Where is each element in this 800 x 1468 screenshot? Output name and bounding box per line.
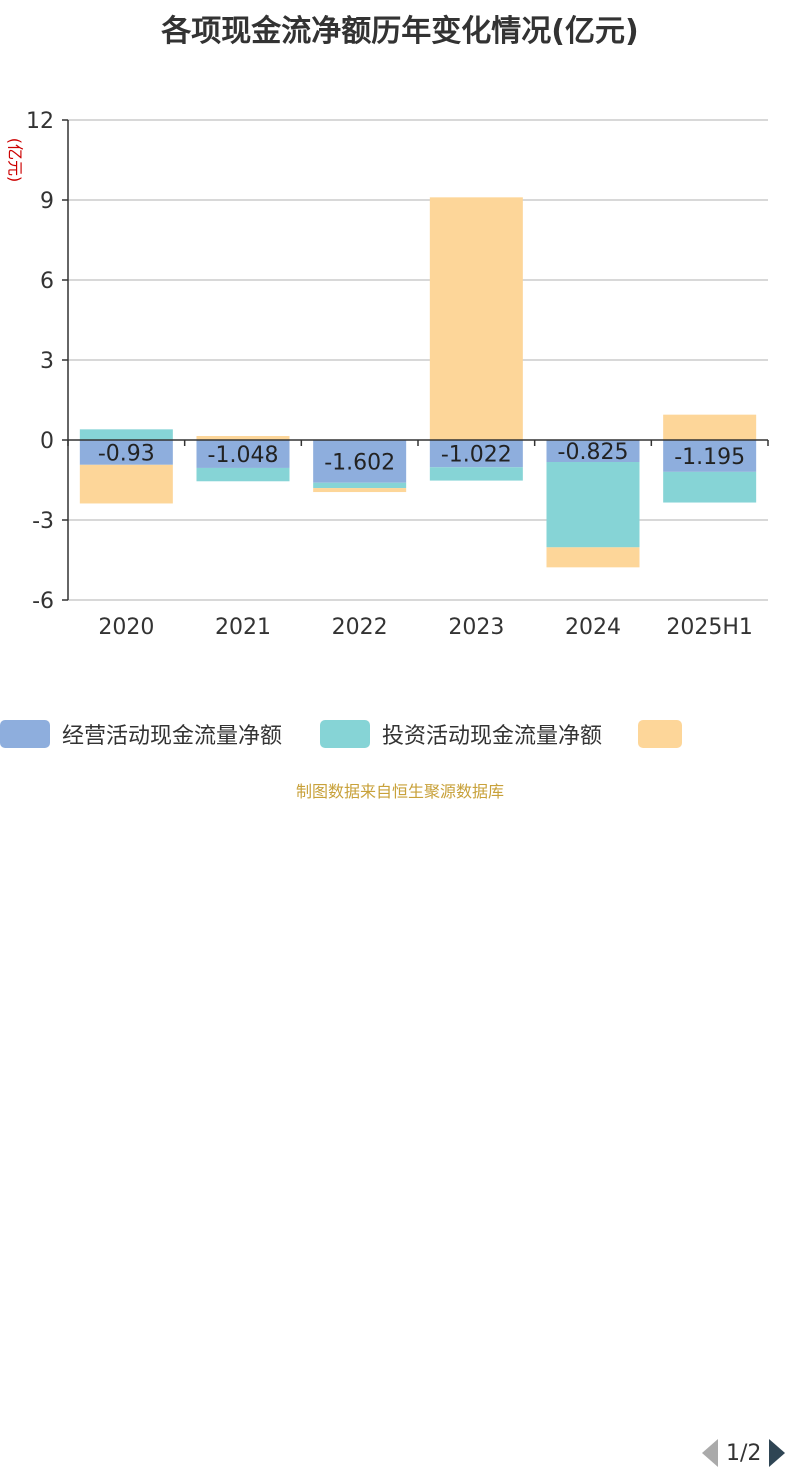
legend-swatch-investing [320,720,370,748]
bar-segment[interactable] [313,440,407,483]
bar-segment[interactable] [546,462,640,548]
bar-segment[interactable] [663,414,757,440]
bar-segment[interactable] [313,488,407,493]
x-tick-label: 2024 [565,615,621,640]
y-tick-label: -3 [32,509,54,534]
legend: 经营活动现金流量净额 投资活动现金流量净额 1/2 [0,718,800,1467]
data-label: -1.195 [674,445,745,470]
bar-segment[interactable] [429,197,523,440]
bar-segment[interactable] [546,440,640,462]
x-tick-label: 2025H1 [666,615,753,640]
data-source-note: 制图数据来自恒生聚源数据库 [295,782,504,801]
legend-swatch-operating [0,720,50,748]
bar-segment[interactable] [196,440,290,468]
bar-segment[interactable] [196,436,290,440]
x-tick-label: 2020 [98,615,154,640]
bar-segment[interactable] [663,440,757,472]
x-tick-label: 2021 [215,615,271,640]
grid-layer [68,119,768,601]
bar-segment[interactable] [196,467,290,482]
legend-item-investing[interactable]: 投资活动现金流量净额 [320,718,602,750]
data-label: -0.93 [98,441,155,466]
bar-segment[interactable] [79,429,173,440]
bar-segment[interactable] [546,547,640,568]
bar-chart: -6 -3 0 3 6 9 12 2020 2021 2022 2023 2024 2025H1 -0.… [26,109,769,640]
legend-item-financing[interactable] [638,718,682,750]
label-layer: -0.93 -1.048 -1.602 -1.022 -0.825 -1.195 [98,440,745,475]
next-page-icon[interactable] [767,1439,787,1467]
x-tick-label: 2022 [332,615,388,640]
bar-segment[interactable] [313,482,407,489]
legend-item-operating[interactable]: 经营活动现金流量净额 [0,718,282,750]
bar-segment[interactable] [429,440,523,468]
chart-title: 各项现金流净额历年变化情况(亿元) [161,14,639,49]
data-label: -1.022 [441,443,512,468]
data-label: -1.602 [324,450,395,475]
y-tick-label: 12 [26,109,54,134]
data-label: -1.048 [208,443,279,468]
bar-segment[interactable] [429,467,523,481]
y-tick-label: 6 [40,269,54,294]
legend-swatch-financing [638,720,682,748]
y-tick-label: 3 [40,349,54,374]
bar-segment[interactable] [663,471,757,503]
bar-segment[interactable] [79,464,173,504]
y-tick-label: 9 [40,189,54,214]
legend-label-operating: 经营活动现金流量净额 [62,724,283,749]
legend-page-indicator: 1/2 [726,1440,762,1466]
bar-segment[interactable] [79,440,173,465]
y-tick-label: -6 [32,589,54,614]
legend-label-investing: 投资活动现金流量净额 [382,724,603,749]
bar-layer [79,197,757,568]
y-tick-label: 0 [40,429,54,454]
data-label: -0.825 [558,440,629,465]
legend-pager: 1/2 [700,1438,800,1468]
prev-page-icon[interactable] [700,1439,720,1467]
x-tick-label: 2023 [448,615,504,640]
axis-layer: -6 -3 0 3 6 9 12 2020 2021 2022 2023 2024 2025H1 [26,109,769,640]
